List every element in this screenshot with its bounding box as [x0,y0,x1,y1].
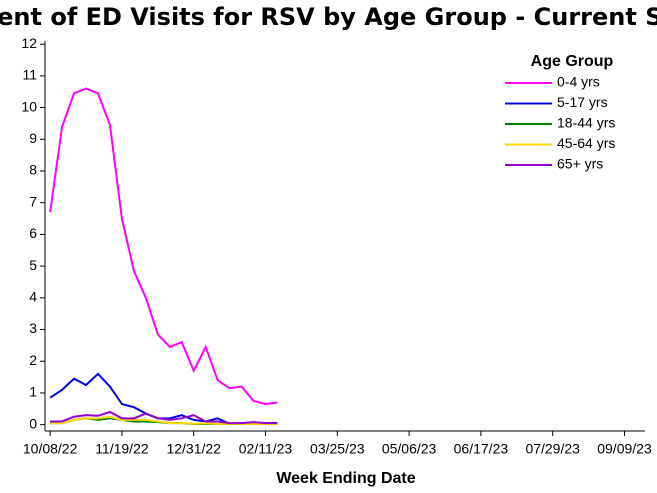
y-tick-label: 6 [29,225,37,241]
legend-label: 0-4 yrs [557,74,600,90]
y-tick-label: 10 [21,98,37,114]
legend-label: 65+ yrs [557,156,603,172]
legend-title: Age Group [531,53,614,70]
x-tick-label: 02/11/23 [239,441,293,457]
y-tick-label: 4 [29,289,37,305]
x-tick-label: 12/31/22 [166,441,221,457]
series-line [49,372,278,426]
y-tick-label: 3 [29,320,37,336]
y-tick-label: 11 [22,67,37,83]
x-axis-title: Week Ending Date [276,470,415,487]
series-line [49,87,278,406]
y-tick-label: 12 [21,35,37,51]
y-tick-label: 5 [29,257,37,273]
y-tick-label: 0 [29,415,37,431]
y-tick-label: 1 [29,384,37,400]
x-tick-label: 07/29/23 [525,441,580,457]
series-line [50,410,278,425]
y-tick-label: 8 [29,162,37,178]
x-tick-label: 09/09/23 [597,441,652,457]
legend-label: 18-44 yrs [557,115,615,131]
y-tick-label: 9 [29,130,37,146]
legend-label: 45-64 yrs [557,135,615,151]
x-tick-label: 11/19/22 [95,441,149,457]
legend-label: 5-17 yrs [557,94,608,110]
x-tick-label: 10/08/22 [23,441,78,457]
chart-title: Percent of ED Visits for RSV by Age Grou… [0,3,657,31]
x-tick-label: 03/25/23 [310,441,365,457]
x-tick-label: 06/17/23 [454,441,509,457]
y-tick-label: 7 [29,193,37,209]
y-tick-label: 2 [29,352,37,368]
x-tick-label: 05/06/23 [382,441,437,457]
